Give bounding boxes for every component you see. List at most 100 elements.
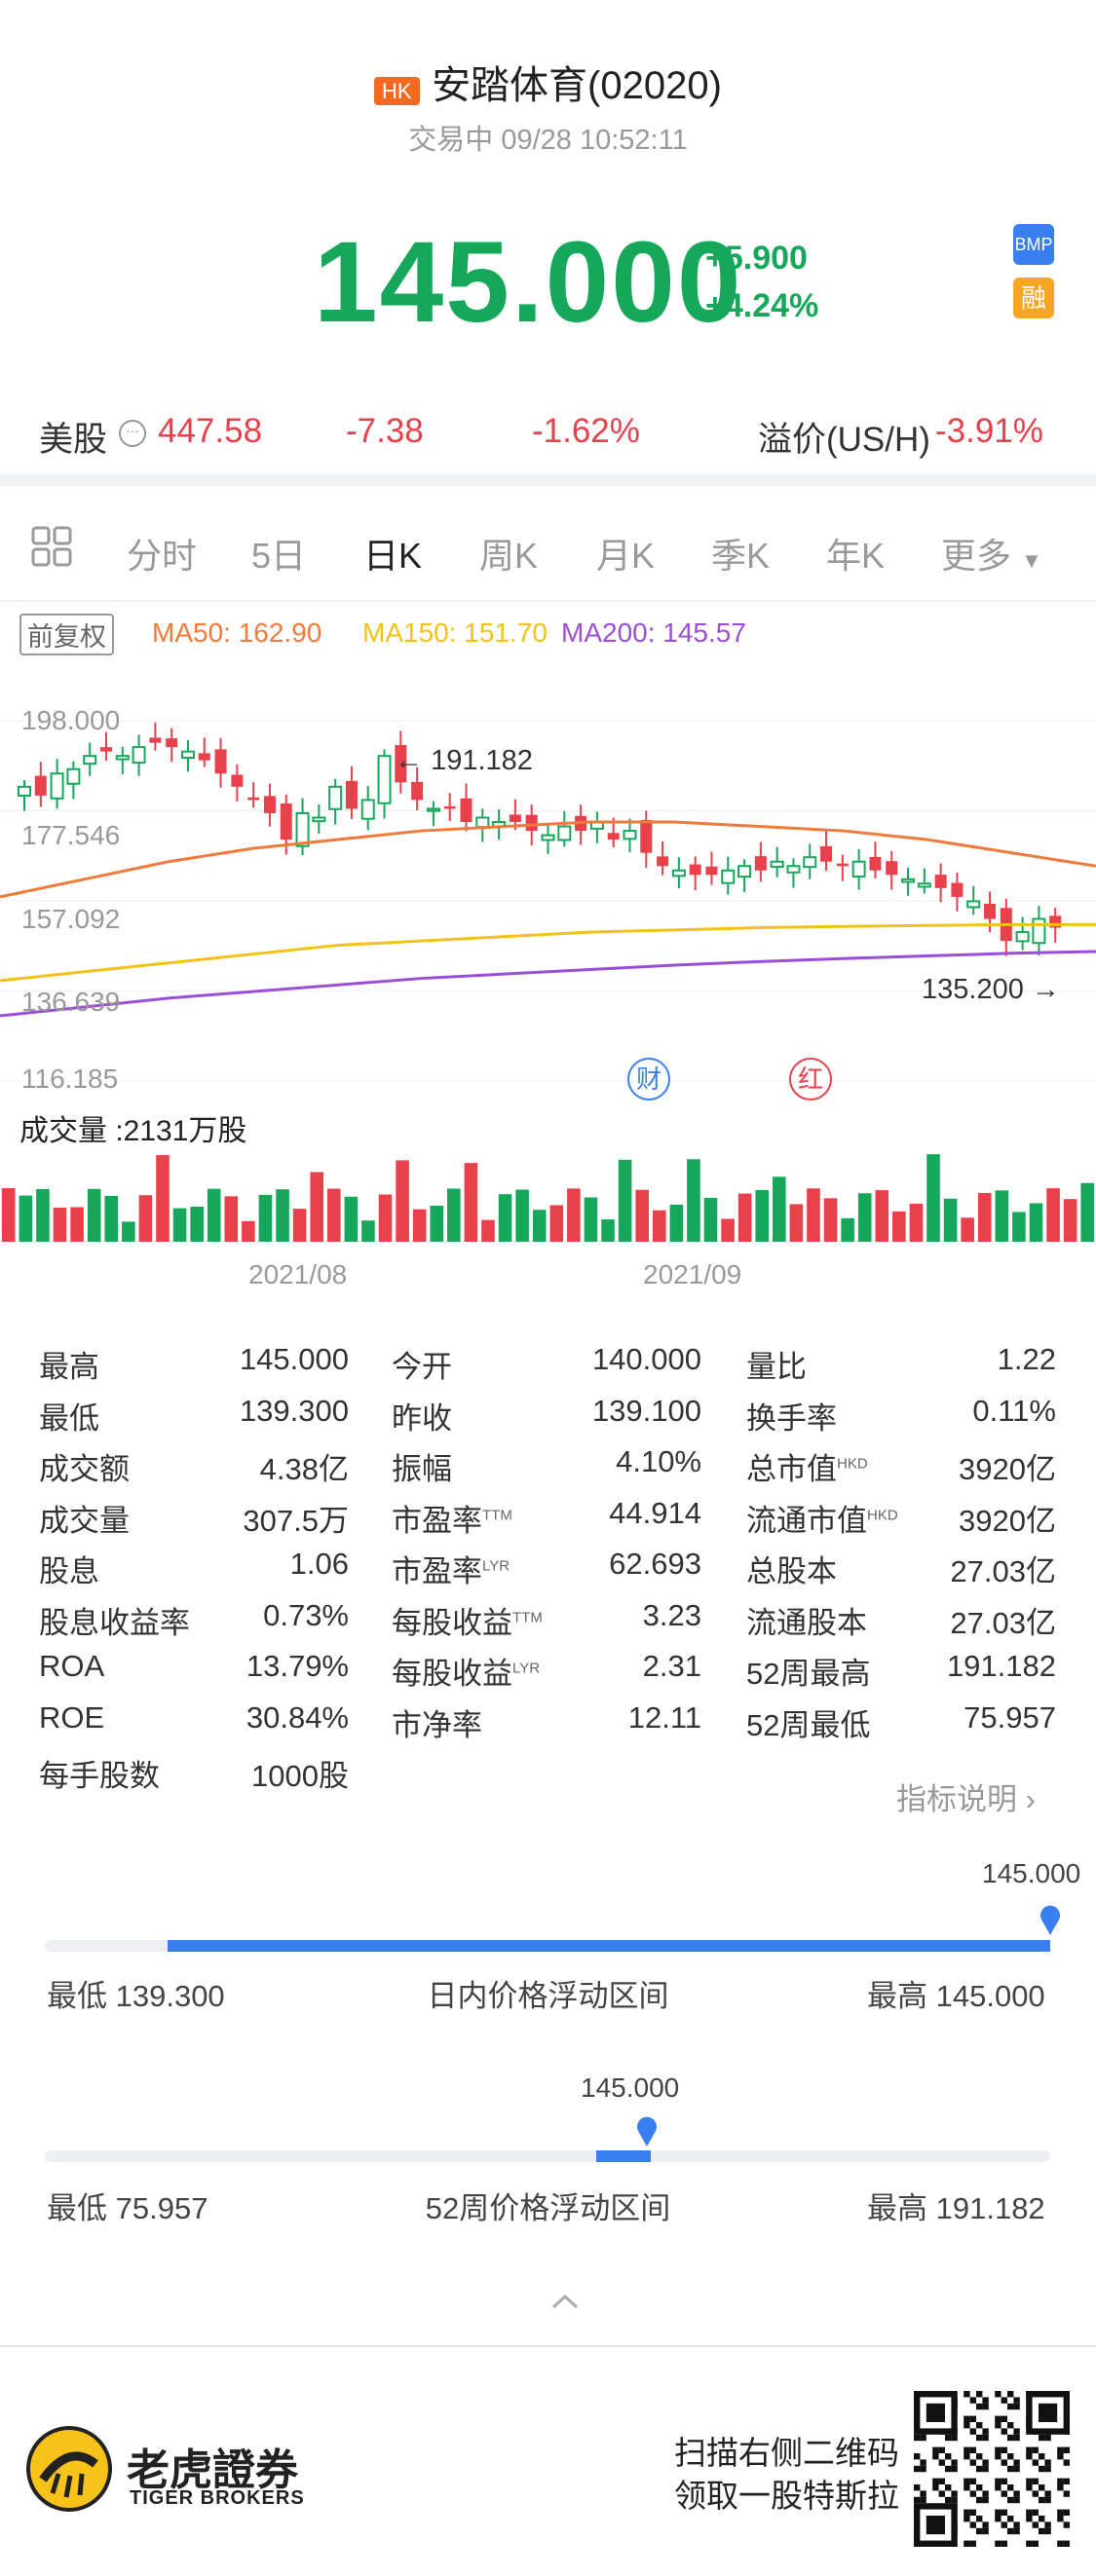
tab-5day[interactable]: 5日 (251, 536, 307, 576)
stat-value: 0.11% (972, 1393, 1056, 1428)
tab-monthly-k[interactable]: 月K (596, 536, 656, 576)
us-stock-row: 美股 ··· 447.58 -7.38 -1.62% 溢价(US/H) -3.9… (39, 412, 1057, 461)
week52-title: 52周价格浮动区间 (425, 2191, 671, 2225)
stat-value: 145.000 (239, 1342, 349, 1376)
ma150-line (0, 922, 1096, 983)
tab-intraday[interactable]: 分时 (127, 536, 198, 576)
tab-yearly-k[interactable]: 年K (826, 536, 886, 576)
qr-module (1039, 2453, 1045, 2460)
volume-bar (2, 1188, 16, 1242)
collapse-chevron-icon[interactable] (550, 2293, 580, 2315)
tab-quarterly-k[interactable]: 季K (711, 536, 771, 576)
qr-module (995, 2540, 1002, 2547)
tab-weekly-k[interactable]: 周K (479, 536, 539, 576)
candle (115, 755, 130, 761)
stat-value: 3.23 (642, 1597, 701, 1632)
bmp-badge[interactable]: BMP (1013, 224, 1054, 265)
y-tick-label: 198.000 (21, 705, 121, 735)
qr-module (1013, 2496, 1020, 2504)
y-tick-label: 136.639 (21, 987, 121, 1017)
volume-bar (53, 1208, 67, 1242)
qr-module (1026, 2516, 1033, 2522)
us-stock-label: 美股 (39, 421, 108, 459)
qr-module (951, 2496, 958, 2504)
qr-module (938, 2490, 945, 2497)
margin-badge[interactable]: 融 (1013, 278, 1054, 318)
qr-module (1007, 2403, 1014, 2410)
qr-module (1026, 2453, 1033, 2460)
candle (640, 819, 653, 853)
qr-module (1032, 2521, 1039, 2528)
stat-label: 最低 (39, 1400, 99, 1436)
earnings-marker[interactable]: 财 (627, 1058, 670, 1101)
volume-bar (1046, 1188, 1060, 1242)
candle (34, 775, 47, 796)
trading-status: 交易中 09/28 10:52:11 (408, 125, 688, 156)
more-info-icon[interactable]: ··· (119, 420, 146, 447)
volume-bar (190, 1206, 204, 1242)
header-title-row: HK 安踏体育(02020) (0, 54, 1096, 110)
qr-module (976, 2496, 983, 2504)
volume-bar (310, 1172, 323, 1242)
candle (689, 864, 701, 876)
qr-module (1039, 2496, 1045, 2504)
qr-module (1013, 2459, 1020, 2466)
stat-value: 13.79% (246, 1649, 349, 1683)
footer-divider (0, 2345, 1096, 2347)
stat-label: 股息收益率 (39, 1605, 190, 1640)
intraday-title: 日内价格浮动区间 (427, 1979, 669, 2013)
candle (851, 860, 866, 878)
qr-module (1032, 2540, 1039, 2547)
qr-module (1013, 2428, 1020, 2435)
stat-value: 139.100 (591, 1393, 701, 1428)
qr-module (969, 2397, 976, 2404)
stat-label: 换手率 (746, 1400, 837, 1436)
footer-banner[interactable] (0, 2357, 1096, 2576)
stat-label: 市净率 (392, 1707, 482, 1742)
qr-module (1007, 2484, 1014, 2491)
qr-module (1007, 2434, 1014, 2442)
candle (475, 816, 490, 829)
qr-module (920, 2465, 926, 2473)
volume-bar (430, 1205, 444, 1242)
stat-label: 52周最低 (746, 1707, 871, 1742)
qr-module (1039, 2516, 1045, 2522)
candle (509, 814, 521, 823)
volume-bar (841, 1217, 854, 1242)
dividend-marker[interactable]: 红 (789, 1058, 832, 1101)
candlestick-chart[interactable] (0, 682, 1096, 1110)
ma50-label: MA50: 162.90 (152, 617, 322, 648)
candle (803, 856, 817, 869)
qr-module (1001, 2490, 1007, 2497)
promo-line-1: 扫描右侧二维码 (674, 2435, 899, 2471)
candle (149, 737, 162, 743)
stat-label-suffix: LYR (482, 1557, 510, 1575)
price-change-pct: +4.24% (705, 287, 819, 324)
layout-grid-icon[interactable] (31, 526, 72, 572)
volume-bar (447, 1188, 461, 1242)
volume-bar (584, 1197, 598, 1242)
adjust-toggle[interactable]: 前复权 (19, 614, 114, 655)
qr-module (1057, 2509, 1064, 2516)
stat-label: 振幅 (392, 1452, 452, 1486)
volume-bar (464, 1163, 478, 1242)
qr-code[interactable] (914, 2391, 1070, 2547)
indicator-link[interactable]: 指标说明 › (896, 1782, 1036, 1816)
qr-module (1063, 2446, 1070, 2453)
tab-daily-k[interactable]: 日K (363, 536, 423, 576)
qr-module (995, 2516, 1002, 2522)
stat-label: 每手股数 (39, 1759, 160, 1793)
volume-chart[interactable] (0, 1139, 1096, 1247)
qr-module (982, 2428, 989, 2435)
candle (623, 830, 637, 840)
volume-bar (755, 1189, 770, 1242)
qr-module (1013, 2527, 1020, 2535)
qr-module (920, 2434, 926, 2442)
candle (836, 863, 849, 867)
qr-module (964, 2446, 970, 2453)
ma200-line (0, 950, 1096, 1018)
volume-bar (122, 1221, 135, 1242)
volume-bar (807, 1188, 820, 1242)
tab-more[interactable]: 更多 ▼ (941, 536, 1042, 576)
qr-module (938, 2478, 945, 2484)
